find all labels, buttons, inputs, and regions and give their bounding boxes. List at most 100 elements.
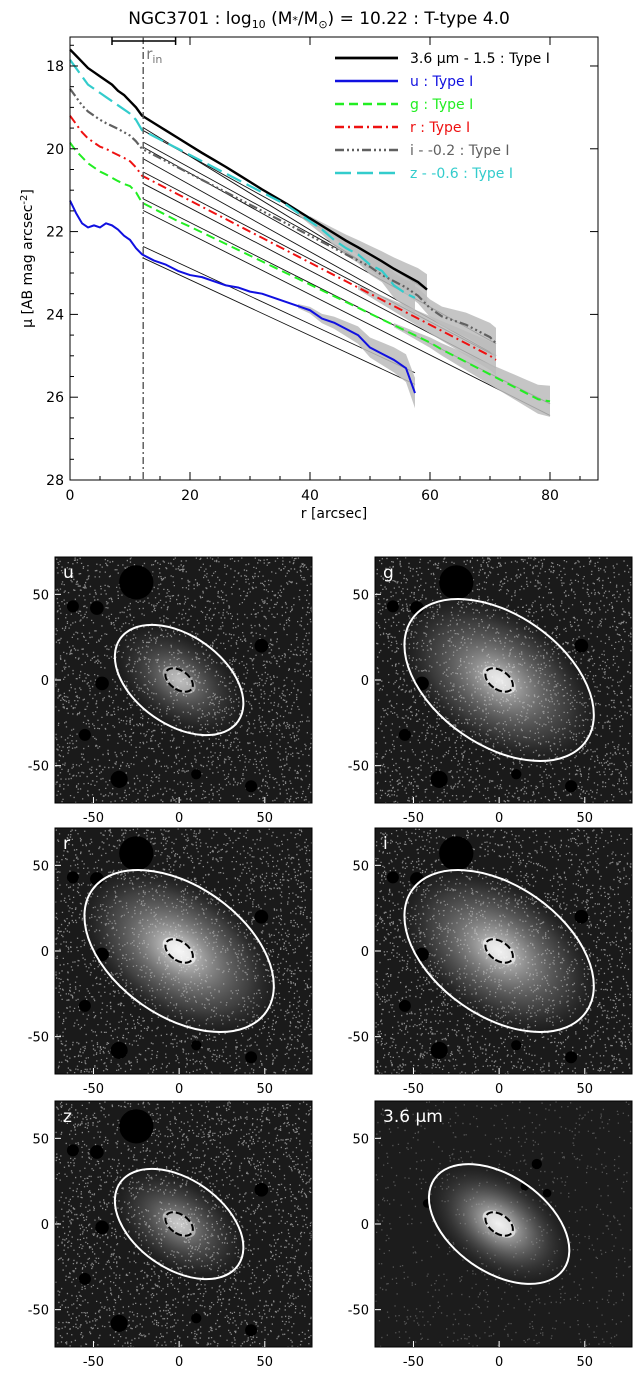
star-mask	[66, 600, 79, 613]
galaxy-bulge	[162, 937, 196, 965]
fit-line-1-1	[143, 257, 416, 385]
panel-y-tick-label: 50	[32, 1132, 49, 1147]
panel-label: u	[63, 563, 74, 583]
star-mask	[254, 638, 269, 653]
panel-x-tick-label: -50	[83, 1082, 104, 1097]
y-axis-label-part: ]	[20, 189, 36, 194]
image-panel-0: u -50 0 50 50 0 -50	[28, 556, 313, 826]
star-mask	[90, 601, 104, 615]
x-axis-label: r [arcsec]	[301, 506, 367, 520]
panel-y-tick-label: 50	[352, 1132, 369, 1147]
inner-ellipse	[164, 938, 194, 964]
error-band-1	[298, 304, 415, 409]
star-mask	[119, 836, 154, 871]
panel-y-tick-label: -50	[28, 760, 49, 775]
star-mask	[415, 676, 429, 691]
legend-entry: i - -0.2 : Type I	[410, 143, 510, 159]
surface-brightness-profile: NGC3701 : log10 (M*/M⊙) = 10.22 : T-type…	[19, 9, 599, 520]
panel-label: g	[383, 563, 394, 583]
y-tick-label: 20	[46, 142, 64, 158]
panel-image	[375, 557, 632, 803]
y-axis-label-part: μ [AB mag arcsec	[20, 205, 36, 328]
star-mask	[119, 1109, 154, 1144]
chart-title-part: NGC3701 : log	[128, 9, 251, 29]
chart-title-part: (M	[266, 9, 293, 29]
star-mask	[430, 770, 448, 788]
star-mask	[90, 1145, 104, 1159]
star-mask	[439, 565, 474, 600]
legend-entry: g : Type I	[410, 97, 473, 113]
star-mask	[191, 1313, 202, 1324]
outer-ellipse	[403, 598, 595, 762]
panel-y-tick-label: -50	[348, 1304, 369, 1319]
outer-ellipse	[113, 1167, 245, 1281]
r-in-prefix: r	[146, 45, 153, 63]
inner-ellipse	[484, 938, 514, 964]
legend-entry: 3.6 μm - 1.5 : Type I	[410, 51, 550, 67]
y-tick-label: 28	[46, 473, 64, 489]
outer-ellipse	[427, 1163, 571, 1285]
galaxy-bulge	[482, 937, 516, 965]
series-line-0	[69, 48, 428, 291]
star-mask	[415, 947, 429, 962]
series-line-3	[69, 115, 497, 361]
galaxy-bulge	[162, 1210, 196, 1238]
star-mask	[66, 1144, 79, 1157]
chart-title-part: /M	[298, 9, 318, 29]
panel-y-tick-label: 0	[41, 1218, 49, 1233]
inner-ellipse	[484, 1211, 514, 1237]
panel-image	[375, 828, 632, 1074]
y-tick-label: 22	[46, 225, 64, 241]
galaxy-bulge	[482, 666, 516, 694]
plot-frame	[69, 36, 599, 481]
star-mask	[95, 947, 109, 962]
star-mask	[531, 1158, 542, 1170]
r-in-label: rin	[146, 45, 162, 66]
star-mask	[565, 1051, 578, 1064]
star-mask	[110, 1314, 128, 1332]
star-mask	[245, 780, 258, 793]
panel-image	[55, 828, 312, 1074]
panel-x-tick-label: 50	[577, 1082, 594, 1097]
star-mask	[78, 728, 91, 741]
r-in-subscript: in	[152, 53, 162, 66]
x-tick-label: 40	[301, 488, 319, 504]
panel-y-tick-label: -50	[28, 1304, 49, 1319]
y-tick-label: 24	[46, 307, 64, 323]
image-panel-4: z -50 0 50 50 0 -50	[28, 1100, 313, 1370]
galaxy-light	[111, 622, 247, 738]
panel-y-tick-label: 50	[352, 588, 369, 603]
star-mask	[430, 1041, 448, 1059]
panel-y-tick-label: -50	[28, 1031, 49, 1046]
legend-entry: z - -0.6 : Type I	[410, 166, 513, 182]
panel-x-tick-label: 0	[495, 811, 503, 826]
panel-x-tick-label: 50	[257, 811, 274, 826]
panel-x-tick-label: 50	[257, 1355, 274, 1370]
panel-x-tick-label: -50	[403, 1082, 424, 1097]
star-mask	[574, 638, 589, 653]
chart-title-part: *	[292, 14, 298, 27]
panel-x-tick-label: 50	[577, 811, 594, 826]
star-mask	[191, 1040, 202, 1051]
chart-title-part: ⊙	[318, 18, 327, 31]
star-mask	[78, 1272, 91, 1285]
panel-x-tick-label: 50	[257, 1082, 274, 1097]
panel-y-tick-label: 0	[41, 945, 49, 960]
y-tick-label: 26	[46, 390, 64, 406]
panel-x-tick-label: -50	[83, 811, 104, 826]
star-mask	[78, 999, 91, 1012]
star-mask	[574, 909, 589, 924]
panel-label: z	[63, 1107, 72, 1127]
galaxy-bulge	[162, 666, 196, 694]
star-mask	[66, 871, 79, 884]
panel-image	[375, 1101, 632, 1347]
panel-x-tick-label: 0	[495, 1082, 503, 1097]
star-mask	[191, 769, 202, 780]
panel-y-tick-label: 50	[352, 859, 369, 874]
star-mask	[511, 769, 522, 780]
legend-entry: r : Type I	[410, 120, 470, 136]
panel-x-tick-label: -50	[403, 1355, 424, 1370]
x-tick-label: 80	[541, 488, 559, 504]
y-axis-label-part: -2	[19, 195, 30, 205]
